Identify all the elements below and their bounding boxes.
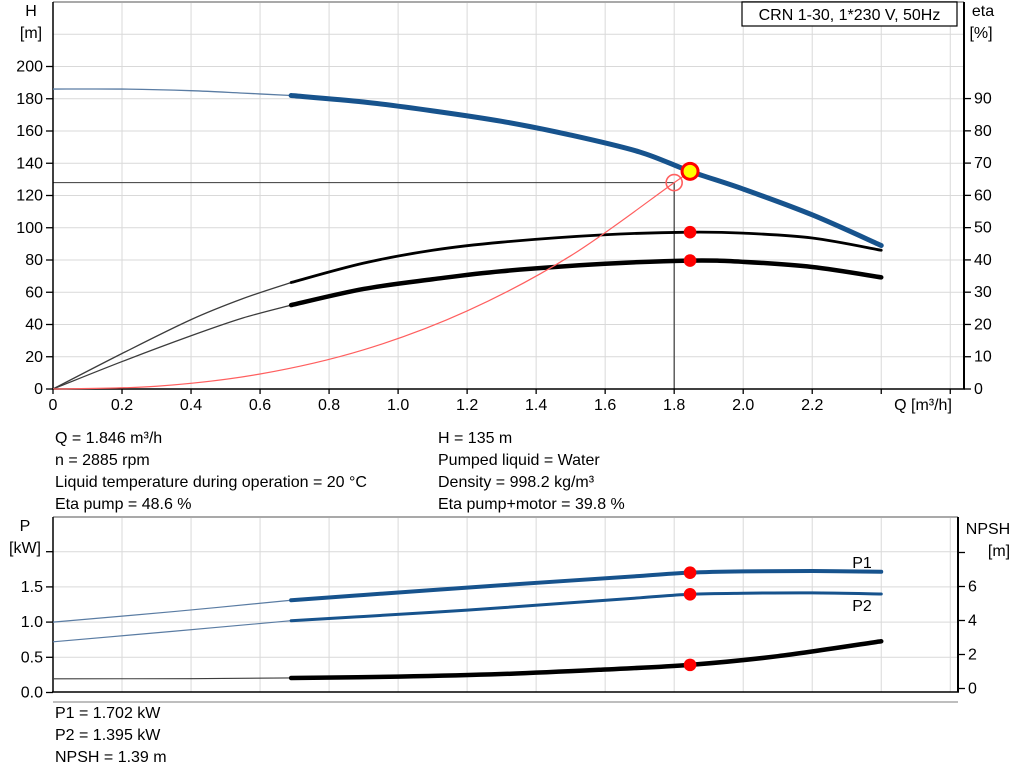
right-tick-label: 10 [974,349,992,366]
marker-duty-point [680,161,700,181]
duty-info-eta-pump-motor: Eta pump+motor = 39.8 % [438,496,625,513]
x-tick-label: 0.8 [318,397,340,414]
x-tick-label: 1.0 [387,397,409,414]
duty-info-liquid-temp: Liquid temperature during operation = 20… [55,474,367,491]
marker-p2-marker [683,587,697,601]
right-tick-label: 4 [968,613,977,630]
x-tick-label: 1.6 [594,397,616,414]
right-tick-label: 90 [974,91,992,108]
right-tick-label: 2 [968,647,977,664]
series-P1-curve [289,569,884,603]
left-tick-label: 1.5 [21,579,43,596]
power-info-block: P1 = 1.702 kW P2 = 1.395 kW NPSH = 1.39 … [55,703,167,769]
right-tick-label: 50 [974,220,992,237]
power-info-p2: P2 = 1.395 kW [55,727,161,744]
x-tick-label: 2.0 [732,397,754,414]
marker-eta-pump-marker [683,225,697,239]
marker-eta-pump-motor-marker [683,254,697,267]
duty-info-eta-pump: Eta pump = 48.6 % [55,496,192,513]
series-eta-pump-motor-thin [52,304,292,390]
x-tick-label: 2.2 [801,397,823,414]
left-tick-label: 80 [25,252,43,269]
left-tick-label: 200 [16,59,43,76]
power-npsh-chart: 0.0 0.5 1.0 1.5 0 2 4 6 P [kW] NPSH [m] P1 P2 [9,516,1010,703]
series-NPSH-curve [288,638,884,681]
left-tick-label: 180 [16,91,43,108]
right-axis-title: eta [972,3,994,20]
x-tick-label: 0.6 [249,397,271,414]
duty-info-right-column: H = 135 m Pumped liquid = Water Density … [438,428,625,516]
x-tick-label: 1.4 [525,397,547,414]
x-tick-label: 1.2 [456,397,478,414]
qh-eta-chart: 0 0.2 0.4 0.6 0.8 1.0 1.2 1.4 1.6 1.8 2.0 2.2 Q [m³/… [16,1,994,414]
x-tick-label: 1.8 [663,397,685,414]
series-label-P1: P1 [852,555,872,572]
left-tick-label: 1.0 [21,614,43,631]
left-axis-title: P [20,518,31,535]
left-tick-label: 0.0 [21,685,43,702]
chart-title: CRN 1-30, 1*230 V, 50Hz [759,7,941,24]
duty-info-head: H = 135 m [438,430,513,447]
right-tick-label: 20 [974,316,992,333]
duty-info-pumped-liquid: Pumped liquid = Water [438,452,600,469]
series-eta-pump-motor [288,258,884,308]
series-pump-curve-QH-thin [52,88,292,97]
duty-info-density: Density = 998.2 kg/m³ [438,474,595,491]
chart-title-box [741,1,958,27]
left-tick-label: 60 [25,284,43,301]
left-tick-label: 120 [16,188,43,205]
left-tick-label: 160 [16,123,43,140]
left-tick-label: 20 [25,349,43,366]
right-axis-title: [%] [969,25,992,42]
left-tick-label: 0 [34,381,43,398]
marker-p1-marker [683,566,697,579]
left-axis-title: [kW] [9,540,41,557]
x-axis-title: Q [m³/h] [894,397,952,414]
duty-info-speed: n = 2885 rpm [55,452,150,469]
left-tick-label: 0.5 [21,649,43,666]
left-tick-label: 100 [16,220,43,237]
right-tick-label: 0 [968,681,977,698]
series-eta-pump-thin [52,281,292,390]
right-tick-label: 60 [974,187,992,204]
series-system-curve [52,170,693,390]
series-P2-curve-thin [52,620,292,643]
right-axis-title: [m] [988,543,1010,560]
series-P1-curve-thin [52,599,292,623]
power-info-p1: P1 = 1.702 kW [55,705,161,722]
series-eta-pump [289,230,883,284]
marker-requested-duty-point [665,173,683,192]
left-axis-title: H [25,3,37,20]
power-info-npsh: NPSH = 1.39 m [55,749,167,766]
right-tick-label: 70 [974,155,992,172]
right-tick-label: 0 [974,381,983,398]
series-P2-curve [289,591,883,623]
right-tick-label: 40 [974,252,992,269]
right-tick-label: 80 [974,123,992,140]
x-tick-label: 0.4 [180,397,202,414]
left-axis-title: [m] [20,25,42,42]
duty-info-q: Q = 1.846 m³/h [55,430,163,447]
series-label-P2: P2 [852,598,872,615]
duty-info-left-column: Q = 1.846 m³/h n = 2885 rpm Liquid tempe… [55,428,367,516]
series-NPSH-curve-thin [52,677,292,680]
right-tick-label: 30 [974,284,992,301]
left-tick-label: 40 [25,317,43,334]
marker-npsh-marker [683,658,697,672]
x-tick-label: 0 [49,397,58,414]
x-tick-label: 0.2 [111,397,133,414]
right-tick-label: 6 [968,579,977,596]
right-axis-title: NPSH [966,521,1010,538]
series-pump-curve-QH [288,93,884,248]
left-tick-label: 140 [16,155,43,172]
